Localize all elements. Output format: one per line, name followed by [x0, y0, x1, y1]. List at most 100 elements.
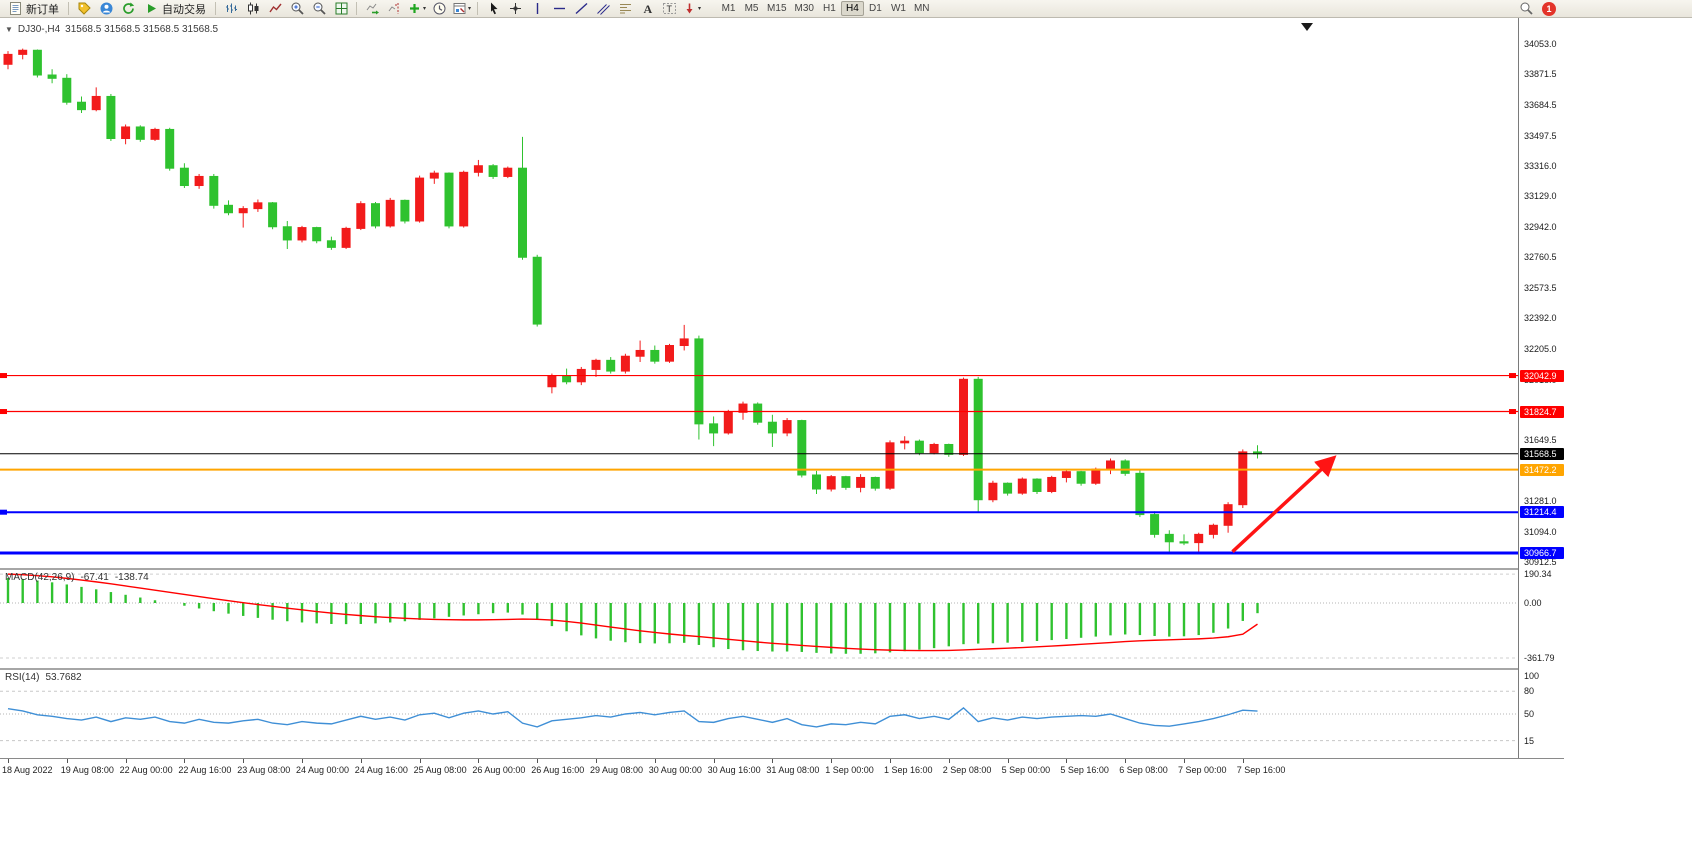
- macd-panel[interactable]: [0, 570, 1518, 668]
- support-line-1-handle[interactable]: [0, 509, 7, 515]
- rsi-axis-label: 50: [1524, 709, 1535, 719]
- search-icon[interactable]: [1519, 1, 1534, 16]
- vertical-line-icon: [536, 3, 538, 14]
- market-button[interactable]: [74, 1, 94, 17]
- trendline-button[interactable]: [571, 1, 591, 17]
- time-axis-label: 19 Aug 08:00: [60, 765, 114, 775]
- templates-button[interactable]: ▾: [451, 1, 472, 17]
- timeframe-m1-button[interactable]: M1: [721, 3, 736, 14]
- time-axis-label: 5 Sep 00:00: [1001, 765, 1051, 775]
- resistance-line-2-handle[interactable]: [0, 409, 7, 415]
- time-axis-label: 31 Aug 08:00: [766, 765, 820, 775]
- refresh-button[interactable]: [118, 1, 138, 17]
- crosshair-icon: [509, 3, 521, 14]
- chart-shift-button[interactable]: [384, 1, 404, 17]
- price-axis-label: 31094.0: [1524, 527, 1557, 538]
- auto-scroll-button[interactable]: [362, 1, 382, 17]
- candle-body: [562, 375, 572, 383]
- vertical-line-button[interactable]: [527, 1, 547, 17]
- candle-body: [165, 128, 175, 169]
- channel-icon: [596, 4, 610, 15]
- panel-splitter[interactable]: [0, 668, 1564, 670]
- indicators-button[interactable]: ▾: [406, 1, 427, 17]
- candle-body: [1032, 478, 1042, 492]
- bar-chart-button[interactable]: [221, 1, 241, 17]
- timeframe-h1-button[interactable]: H1: [823, 3, 836, 14]
- time-axis[interactable]: 18 Aug 2022 19 Aug 08:00 22 Aug 00:00 22 Au…: [0, 759, 1518, 781]
- zoom-out-button[interactable]: [309, 1, 329, 17]
- price-axis-label: 30912.5: [1524, 556, 1557, 567]
- bar-chart-icon: [225, 3, 237, 13]
- chevron-down-icon: ▾: [468, 6, 472, 12]
- price-axis[interactable]: 34053.0 33871.5 33684.5 33497.5 33316.0 33129…: [1518, 18, 1564, 758]
- resistance-line-2-handle[interactable]: [1509, 409, 1516, 415]
- zoom-in-button[interactable]: [287, 1, 307, 17]
- candle-body: [826, 476, 836, 490]
- crosshair-button[interactable]: [505, 1, 525, 17]
- time-axis-label: 7 Sep 00:00: [1178, 765, 1227, 775]
- periods-button[interactable]: [429, 1, 449, 17]
- time-axis-tick: [1007, 759, 1009, 763]
- resistance-line-1-handle[interactable]: [1509, 373, 1516, 379]
- candle-body: [32, 49, 42, 76]
- line-chart-button[interactable]: [265, 1, 285, 17]
- horizontal-line-button[interactable]: [549, 1, 569, 17]
- timeframe-m30-button[interactable]: M30: [794, 3, 814, 14]
- candle-body: [1017, 478, 1027, 494]
- candle-body: [606, 359, 616, 372]
- candle-body: [973, 378, 983, 501]
- time-axis-tick: [1125, 759, 1127, 763]
- tile-windows-button[interactable]: [331, 1, 351, 17]
- candle-body: [782, 420, 792, 434]
- market-icon: [78, 2, 91, 15]
- candle-body: [1106, 460, 1115, 470]
- candle-body: [532, 256, 542, 325]
- time-axis-label: 1 Sep 16:00: [884, 765, 933, 775]
- rsi-panel[interactable]: [0, 670, 1518, 758]
- timeframe-m5-button[interactable]: M5: [744, 3, 759, 14]
- auto-trading-button[interactable]: 自动交易: [139, 1, 211, 17]
- arrows-button[interactable]: ▾: [681, 1, 702, 17]
- timeframe-w1-button[interactable]: W1: [890, 3, 906, 14]
- collapse-triangle-icon[interactable]: ▼: [5, 25, 13, 34]
- candle-body: [959, 378, 968, 455]
- timeframe-toolbar: M1 M5 M15 M30 H1 H4 D1 W1 MN: [717, 1, 933, 16]
- candlestick-chart[interactable]: [0, 18, 1518, 568]
- candle-body: [694, 338, 704, 425]
- candlestick-chart-button[interactable]: [243, 1, 263, 17]
- text-button[interactable]: A: [637, 1, 657, 17]
- community-button[interactable]: [96, 1, 116, 17]
- trend-arrow[interactable]: [1231, 455, 1337, 553]
- rsi-value: 53.7682: [45, 672, 82, 683]
- channel-button[interactable]: [593, 1, 613, 17]
- text-label-button[interactable]: T: [659, 1, 679, 17]
- timeframe-h4-button[interactable]: H4: [840, 1, 864, 16]
- candle-body: [547, 375, 557, 388]
- time-axis-tick: [772, 759, 774, 763]
- time-axis-tick: [596, 759, 597, 763]
- timeframe-d1-button[interactable]: D1: [869, 3, 882, 14]
- ohlc-values: 31568.5 31568.5 31568.5 31568.5: [65, 24, 219, 35]
- macd-signal-line: [7, 573, 1258, 652]
- notification-badge[interactable]: 1: [1542, 1, 1556, 16]
- rsi-name: RSI(14): [5, 672, 40, 683]
- timeframe-mn-button[interactable]: MN: [913, 3, 930, 14]
- candle-body: [18, 49, 28, 55]
- chevron-down-icon: ▾: [423, 6, 427, 12]
- candle-body: [1061, 471, 1071, 478]
- cursor-button[interactable]: [483, 1, 503, 17]
- timeframe-m15-button[interactable]: M15: [767, 3, 787, 14]
- auto-trading-label: 自动交易: [162, 3, 206, 16]
- fibonacci-button[interactable]: [615, 1, 635, 17]
- candle-body: [179, 167, 189, 187]
- new-order-button[interactable]: 新订单: [3, 1, 64, 17]
- time-axis-label: 18 Aug 2022: [2, 765, 53, 775]
- chart-shift-marker[interactable]: [1301, 23, 1313, 31]
- chart-shift-icon: [388, 3, 398, 14]
- price-axis-label: 33497.5: [1524, 130, 1557, 141]
- pivot-line-badge: 31472.2: [1520, 463, 1564, 476]
- support-line-1-badge: 31214.4: [1520, 506, 1564, 519]
- panel-splitter[interactable]: [0, 568, 1564, 570]
- candle-body: [709, 423, 719, 434]
- resistance-line-1-handle[interactable]: [0, 373, 7, 379]
